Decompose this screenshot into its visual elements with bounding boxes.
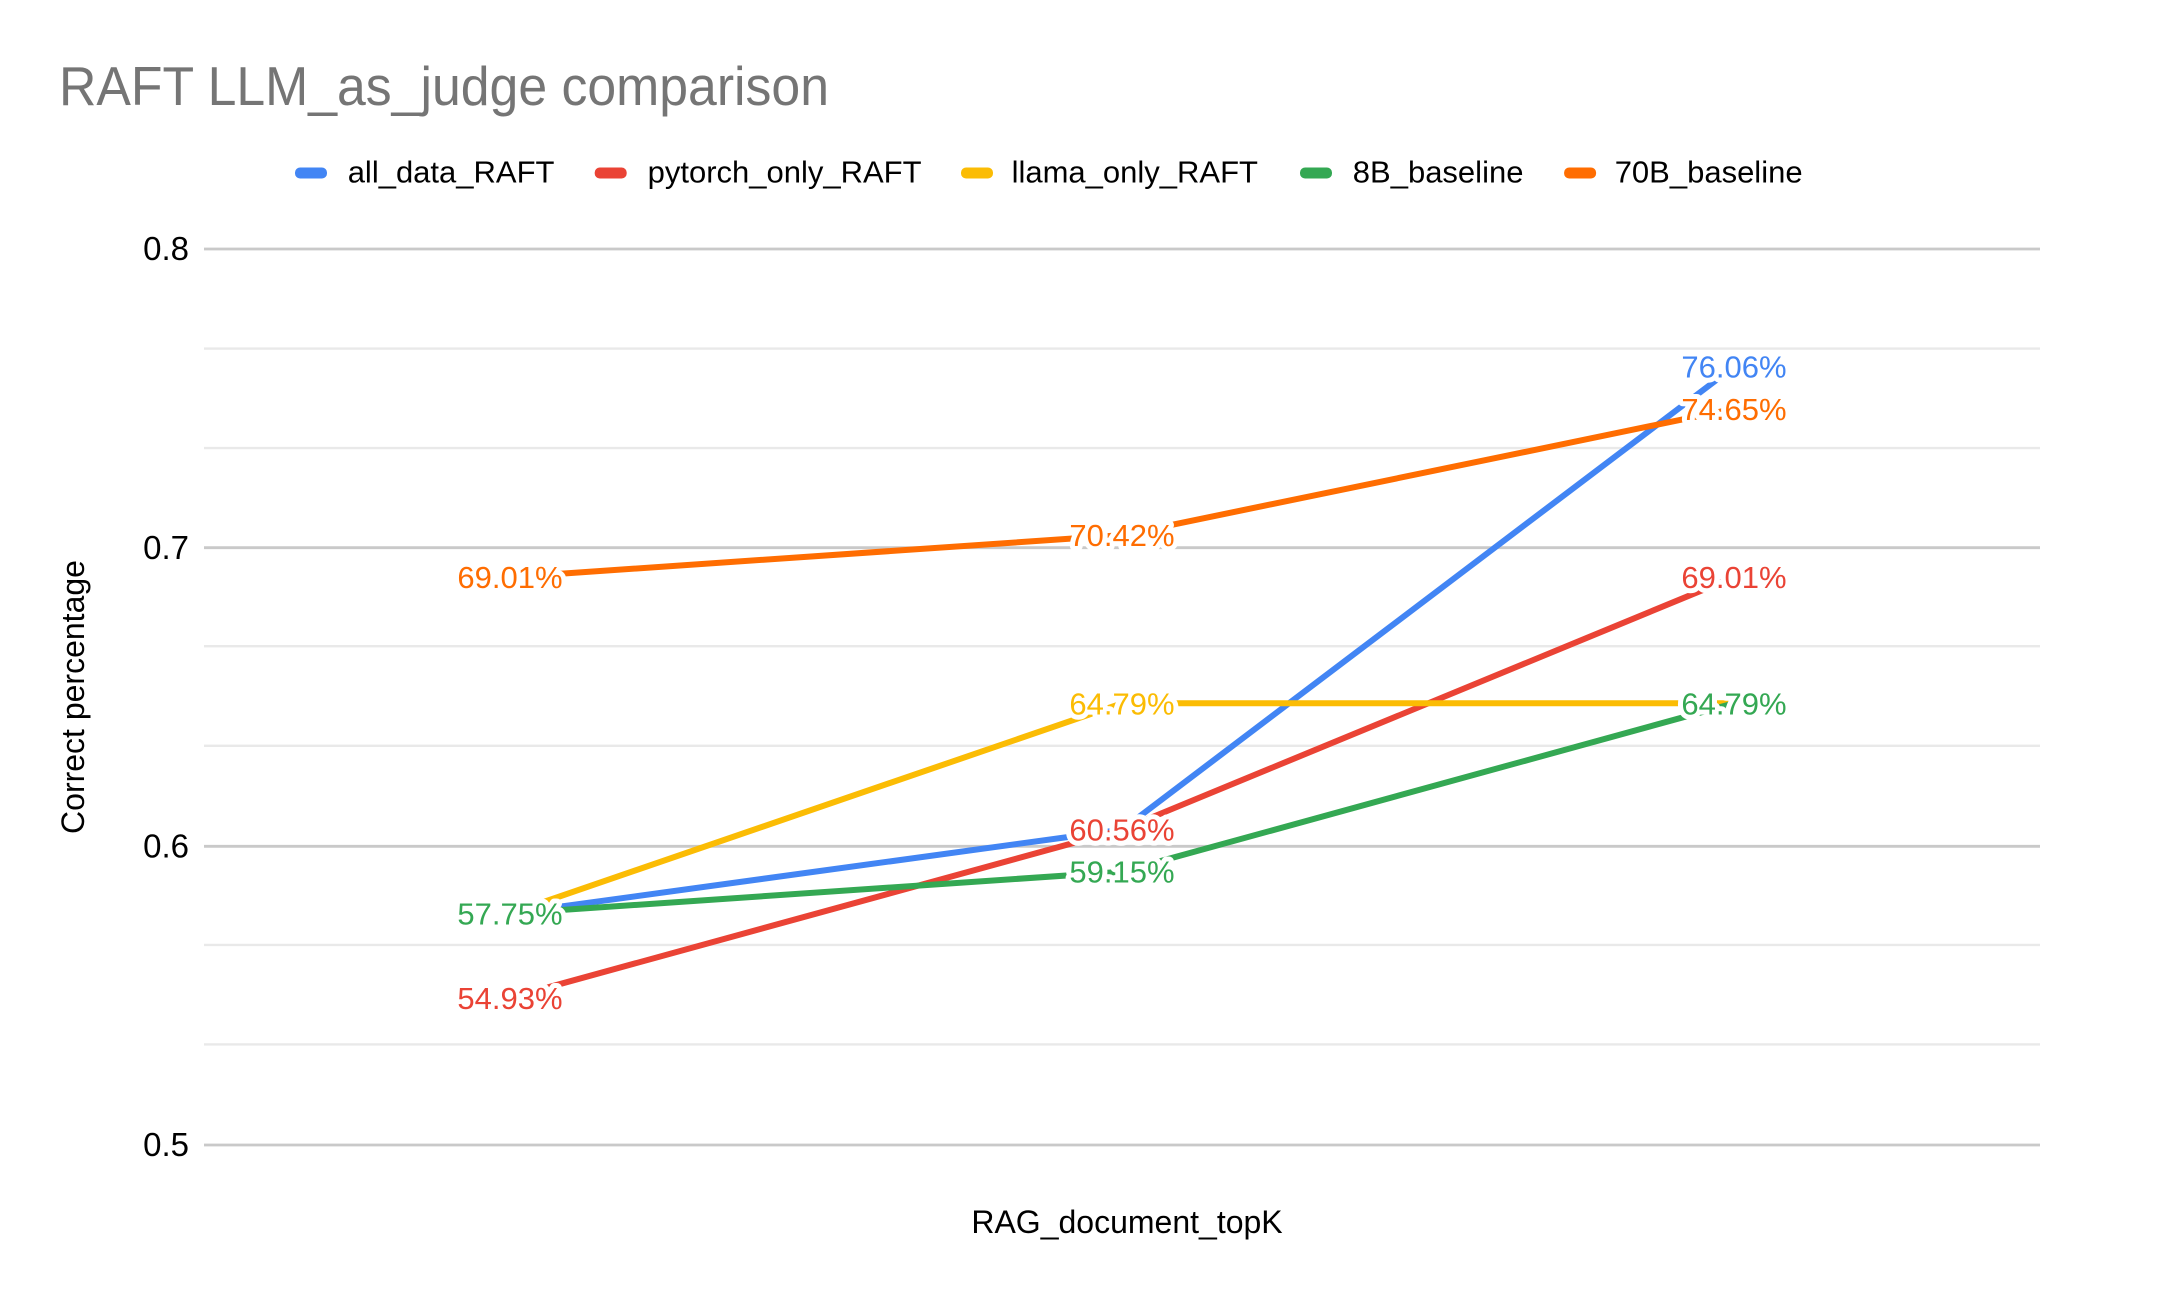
svg-text:llama_only_RAFT: llama_only_RAFT xyxy=(1012,155,1258,190)
svg-text:59.15%: 59.15% xyxy=(1069,855,1174,890)
svg-text:60.56%: 60.56% xyxy=(1069,813,1174,848)
svg-text:Correct percentage: Correct percentage xyxy=(55,560,91,834)
svg-text:64.79%: 64.79% xyxy=(1069,686,1174,721)
svg-text:pytorch_only_RAFT: pytorch_only_RAFT xyxy=(648,155,922,190)
svg-text:all_data_RAFT: all_data_RAFT xyxy=(348,155,555,190)
svg-text:69.01%: 69.01% xyxy=(457,560,562,595)
svg-text:64.79%: 64.79% xyxy=(1681,686,1786,721)
svg-text:69.01%: 69.01% xyxy=(1681,560,1786,595)
svg-text:76.06%: 76.06% xyxy=(1681,350,1786,385)
svg-text:8B_baseline: 8B_baseline xyxy=(1353,155,1524,190)
svg-text:57.75%: 57.75% xyxy=(457,897,562,932)
svg-text:RAG_document_topK: RAG_document_topK xyxy=(971,1204,1282,1240)
svg-text:0.8: 0.8 xyxy=(143,230,189,267)
svg-text:74.65%: 74.65% xyxy=(1681,392,1786,427)
svg-text:0.5: 0.5 xyxy=(143,1126,189,1163)
svg-text:70B_baseline: 70B_baseline xyxy=(1615,155,1803,190)
svg-text:0.7: 0.7 xyxy=(143,529,189,566)
svg-text:RAFT LLM_as_judge comparison: RAFT LLM_as_judge comparison xyxy=(59,55,829,117)
svg-text:54.93%: 54.93% xyxy=(457,981,562,1016)
svg-text:0.6: 0.6 xyxy=(143,828,189,865)
svg-text:70.42%: 70.42% xyxy=(1069,518,1174,553)
